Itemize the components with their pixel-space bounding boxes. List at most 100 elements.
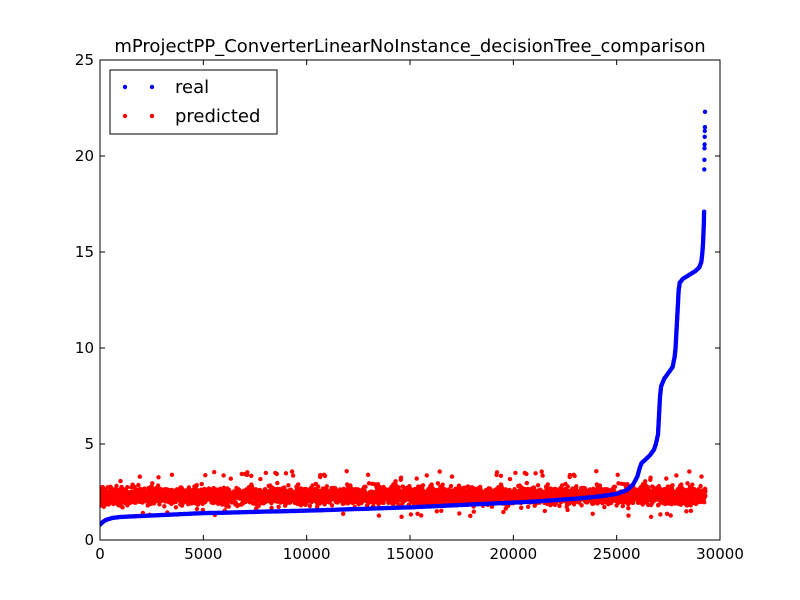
predicted-point [687,469,692,474]
predicted-point [322,473,328,479]
predicted-point [348,483,353,488]
predicted-point [559,483,565,488]
predicted-point [535,483,541,488]
predicted-point [245,470,250,475]
predicted-point [565,484,570,489]
predicted-point [256,503,261,509]
predicted-point [539,469,544,474]
predicted-point [307,503,313,509]
x-tick-label: 5000 [184,545,222,563]
predicted-point [286,483,291,488]
predicted-point [670,483,675,488]
predicted-point [310,483,315,488]
predicted-point [620,503,625,509]
predicted-point [594,469,599,474]
real-point [702,128,707,134]
legend-box [109,69,278,135]
y-tick-label: 15 [75,243,94,261]
predicted-point [365,472,371,477]
predicted-point [597,483,603,488]
predicted-point [513,470,518,476]
predicted-point [557,503,562,509]
legend-label-real: real [175,77,209,98]
y-tick-label: 20 [75,147,94,165]
predicted-point [702,500,707,505]
predicted-point [420,483,426,488]
predicted-point [318,472,323,478]
predicted-point [643,479,648,484]
predicted-point [296,482,301,487]
predicted-point [239,471,244,477]
predicted-point [437,469,442,474]
predicted-point [542,508,547,514]
predicted-point [287,500,293,505]
predicted-point [341,511,346,516]
predicted-point [118,501,124,506]
predicted-point [203,473,208,478]
predicted-point [630,500,636,506]
predicted-point [283,471,289,476]
predicted-point [679,482,684,487]
real-point [702,125,708,130]
predicted-point [399,514,404,519]
predicted-point [137,474,142,479]
predicted-point [703,493,708,498]
predicted-point [567,472,573,478]
predicted-point [228,476,233,481]
predicted-point [186,485,192,490]
predicted-point [316,484,321,489]
predicted-point [393,479,398,484]
predicted-point [375,482,381,487]
predicted-point [111,501,116,507]
predicted-point [200,507,206,513]
predicted-point [574,484,579,489]
predicted-point [381,500,386,506]
x-tick-label: 25000 [593,545,641,563]
predicted-point [664,476,669,481]
real-point [702,146,707,151]
predicted-point [221,473,226,478]
predicted-point [317,501,322,506]
predicted-point [408,512,414,517]
predicted-point [156,475,161,480]
predicted-point [507,476,513,482]
predicted-point [501,509,506,515]
predicted-point [199,481,204,487]
legend-label-predicted: predicted [175,106,260,127]
predicted-point [249,473,254,478]
legend-marker-predicted-1 [122,113,128,119]
predicted-point [435,481,441,486]
predicted-point [540,473,545,478]
predicted-point [162,504,167,509]
predicted-point [274,471,279,477]
predicted-point [429,482,434,487]
predicted-point [366,481,372,486]
predicted-point [226,504,231,509]
legend-marker-real-2 [149,84,155,90]
predicted-point [648,514,654,519]
legend-marker-real-1 [122,84,128,90]
predicted-point [324,484,329,489]
predicted-point [648,475,653,480]
predicted-point [590,511,595,516]
predicted-point [289,469,295,474]
predicted-point [545,482,550,487]
real-point [702,134,707,139]
predicted-point [169,472,175,477]
predicted-point [448,483,454,489]
predicted-point [626,513,631,518]
predicted-point [524,471,529,477]
predicted-point [602,504,607,510]
predicted-point [434,509,439,514]
predicted-point [703,489,708,494]
predicted-point [471,509,476,514]
y-tick-label: 10 [75,339,94,357]
predicted-point [142,486,147,491]
predicted-point [120,505,125,510]
predicted-point [290,473,296,478]
predicted-point [572,473,577,479]
predicted-point [457,511,462,516]
predicted-point [685,481,690,486]
predicted-point [125,485,130,490]
